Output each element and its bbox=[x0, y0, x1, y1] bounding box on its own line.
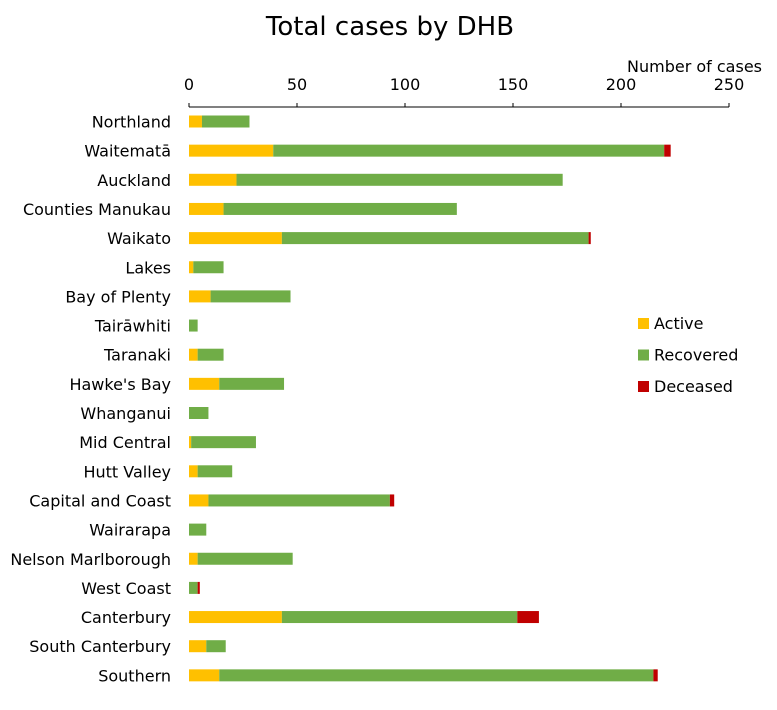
legend-label-deceased: Deceased bbox=[654, 377, 733, 396]
category-label: Bay of Plenty bbox=[65, 287, 171, 306]
bar-active bbox=[189, 640, 207, 653]
bar-recovered bbox=[219, 377, 285, 390]
x-tick-label: 50 bbox=[287, 75, 307, 94]
bar-recovered bbox=[223, 202, 457, 215]
bar-recovered bbox=[206, 640, 226, 653]
legend-swatch-deceased bbox=[638, 381, 649, 392]
bar-recovered bbox=[281, 232, 589, 245]
chart-title: Total cases by DHB bbox=[265, 12, 514, 42]
bar-active bbox=[189, 611, 282, 624]
bar-active bbox=[189, 232, 282, 245]
x-axis-ticks: 0 50 100 150 200 250 bbox=[184, 75, 744, 107]
bar-recovered bbox=[197, 552, 293, 565]
bar-recovered bbox=[189, 407, 209, 419]
legend-swatch-recovered bbox=[638, 349, 649, 361]
bar-active bbox=[189, 465, 198, 478]
category-label: Whanganui bbox=[80, 404, 171, 423]
bar-deceased bbox=[389, 494, 395, 507]
category-label: Counties Manukau bbox=[23, 200, 171, 219]
legend: Active Recovered Deceased bbox=[638, 314, 738, 396]
bar-recovered bbox=[197, 465, 233, 478]
bar-recovered bbox=[281, 611, 518, 624]
category-label: Southern bbox=[98, 666, 171, 685]
category-label: Wairarapa bbox=[89, 521, 171, 540]
bar-recovered bbox=[219, 669, 654, 682]
bar-recovered bbox=[193, 261, 224, 274]
category-label: Taranaki bbox=[103, 346, 171, 365]
bar-recovered bbox=[189, 523, 207, 536]
category-label: South Canterbury bbox=[29, 637, 171, 656]
bar-deceased bbox=[588, 232, 591, 245]
bar-active bbox=[189, 348, 198, 361]
bar-active bbox=[189, 202, 224, 215]
category-label: Nelson Marlborough bbox=[10, 550, 171, 569]
bar-active bbox=[189, 290, 211, 303]
bar-active bbox=[189, 436, 192, 449]
category-label: Hutt Valley bbox=[83, 462, 171, 481]
x-axis-title: Number of cases bbox=[627, 57, 762, 76]
bar-recovered bbox=[201, 115, 250, 128]
bar-active bbox=[189, 377, 220, 390]
category-labels: Northland Waitematā Auckland Counties Manuk… bbox=[10, 113, 171, 686]
category-label: Auckland bbox=[97, 171, 171, 190]
bar-recovered bbox=[236, 173, 563, 186]
x-tick-label: 250 bbox=[714, 75, 745, 94]
bar-recovered bbox=[189, 581, 198, 594]
category-label: Mid Central bbox=[79, 433, 171, 452]
bar-recovered bbox=[189, 319, 198, 332]
bars bbox=[189, 115, 671, 682]
bar-active bbox=[189, 115, 202, 128]
x-tick-label: 200 bbox=[606, 75, 637, 94]
bar-recovered bbox=[191, 436, 256, 449]
bar-recovered bbox=[197, 348, 224, 361]
category-label: Capital and Coast bbox=[29, 491, 171, 510]
bar-deceased bbox=[653, 669, 658, 682]
bar-deceased bbox=[197, 581, 200, 594]
category-label: Tairāwhiti bbox=[94, 317, 171, 336]
category-label: Northland bbox=[92, 113, 171, 132]
x-tick-label: 0 bbox=[184, 75, 194, 94]
category-label: Hawke's Bay bbox=[69, 375, 171, 394]
category-label: Waitematā bbox=[84, 142, 171, 161]
bar-active bbox=[189, 552, 198, 565]
legend-label-recovered: Recovered bbox=[654, 346, 738, 365]
bar-recovered bbox=[208, 494, 390, 507]
category-label: West Coast bbox=[81, 579, 171, 598]
category-label: Waikato bbox=[107, 229, 171, 248]
legend-swatch-active bbox=[638, 318, 649, 329]
bar-active bbox=[189, 173, 237, 186]
category-label: Lakes bbox=[125, 258, 171, 277]
bar-active bbox=[189, 144, 274, 157]
legend-label-active: Active bbox=[654, 314, 704, 333]
category-label: Canterbury bbox=[81, 608, 171, 627]
bar-deceased bbox=[517, 611, 539, 624]
bar-active bbox=[189, 494, 209, 507]
bar-recovered bbox=[273, 144, 665, 157]
bar-active bbox=[189, 261, 194, 274]
x-tick-label: 100 bbox=[390, 75, 421, 94]
bar-active bbox=[189, 669, 220, 682]
x-tick-label: 150 bbox=[498, 75, 529, 94]
bar-deceased bbox=[664, 144, 671, 157]
bar-recovered bbox=[210, 290, 291, 303]
